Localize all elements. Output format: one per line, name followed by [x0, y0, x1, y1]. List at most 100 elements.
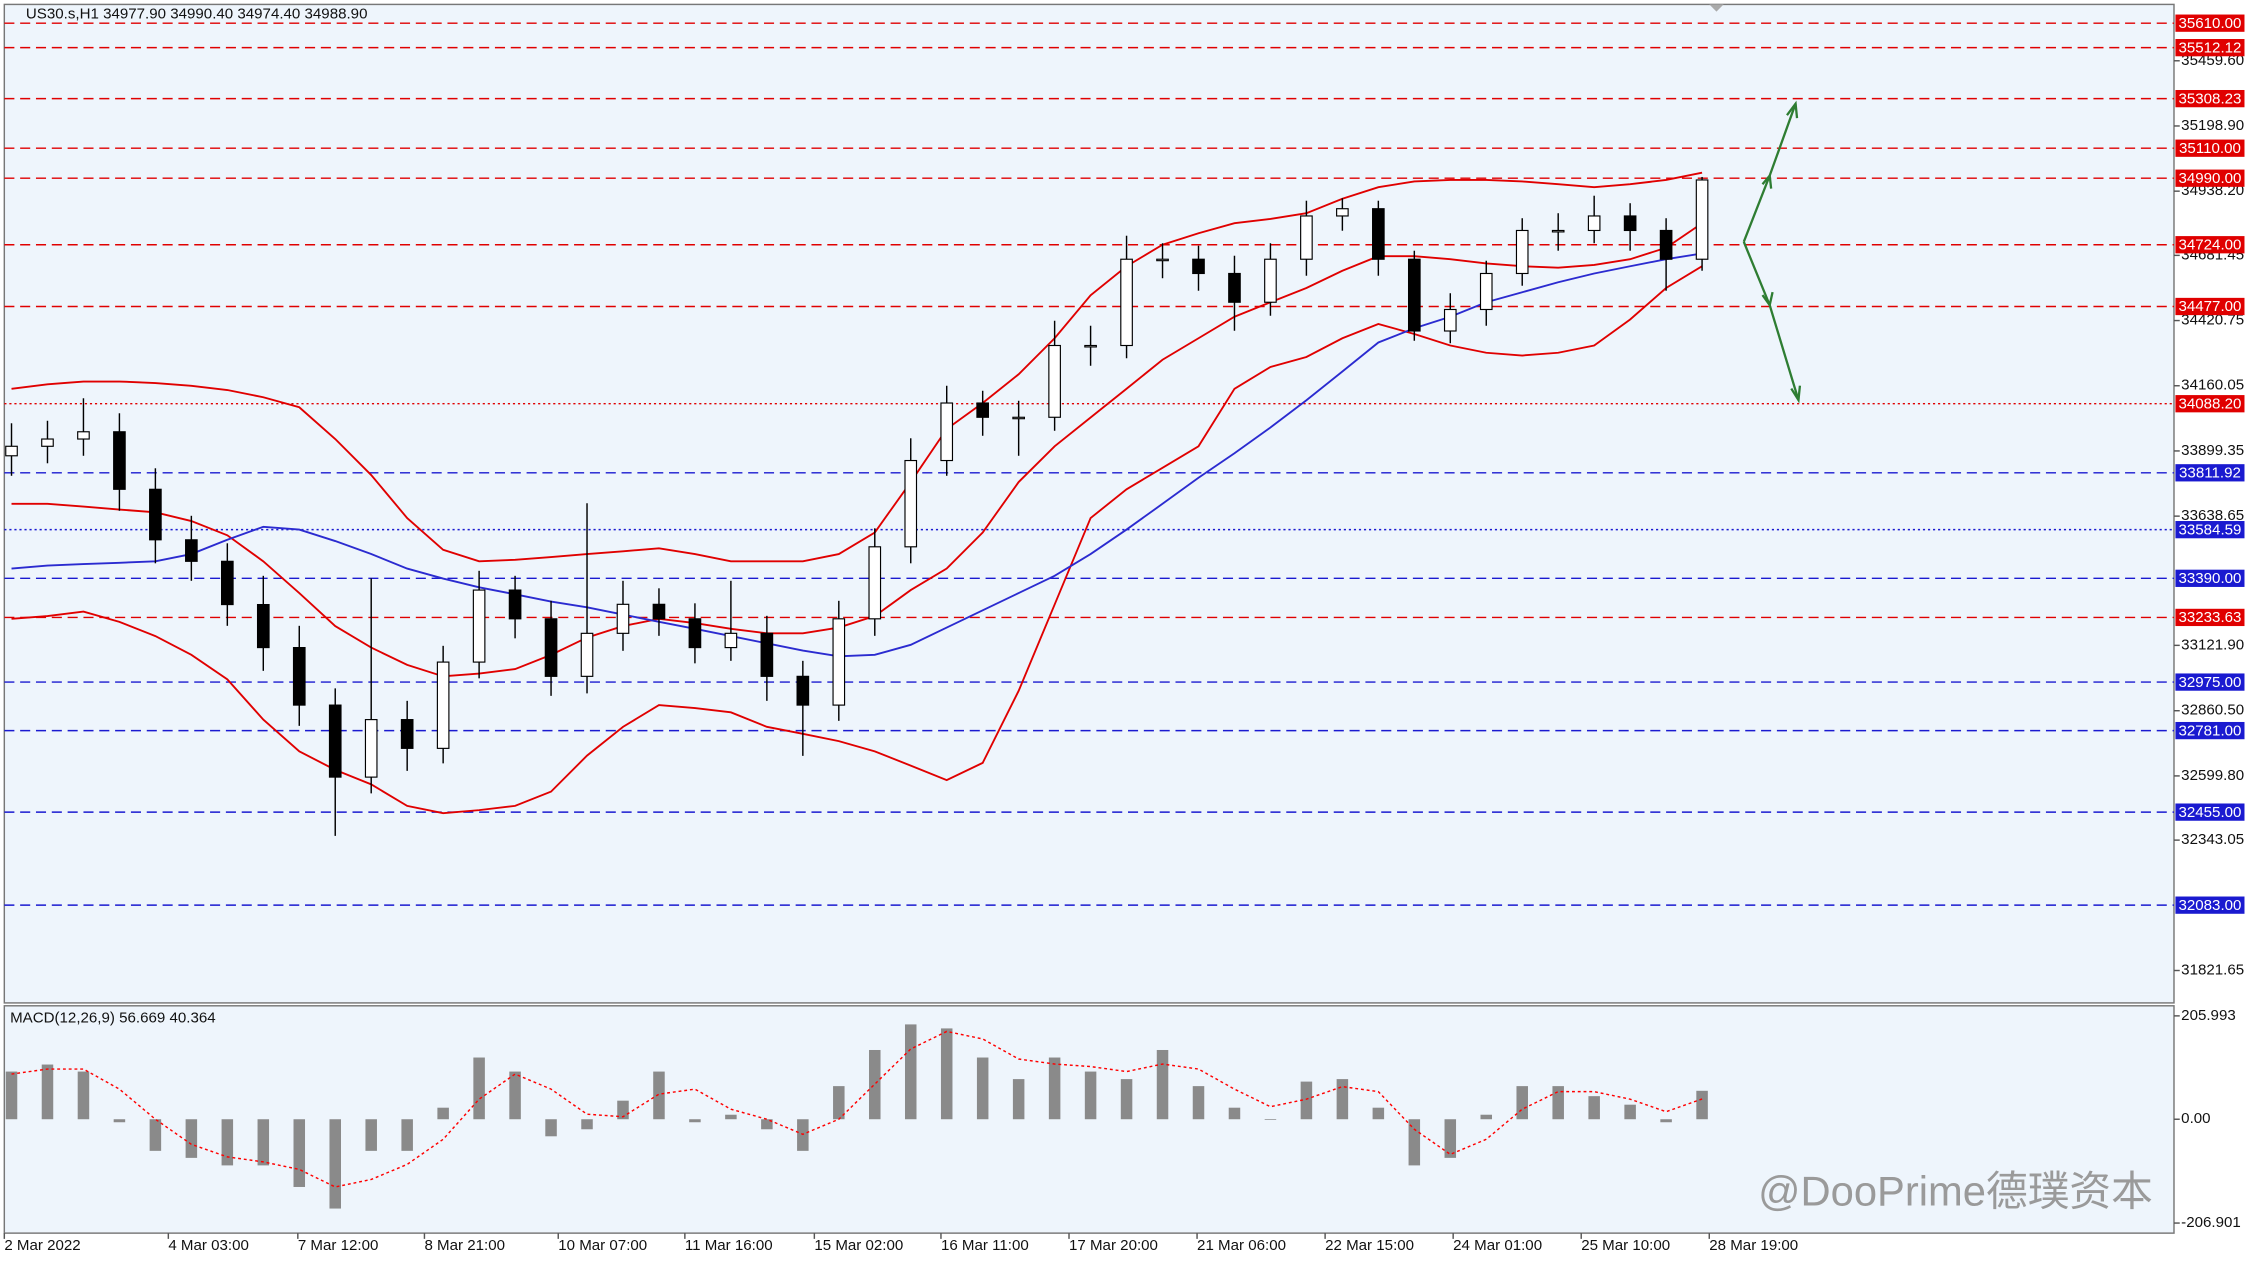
x-tick-label: 25 Mar 10:00: [1581, 1237, 1670, 1254]
y-tick-label: -206.901: [2181, 1214, 2241, 1231]
level-label: 34990.00: [2178, 170, 2241, 187]
macd-bar: [1084, 1071, 1097, 1120]
y-tick-label: 34420.75: [2181, 312, 2244, 329]
level-label-box: [2175, 608, 2245, 627]
y-tick-label: 0.00: [2181, 1110, 2210, 1127]
candle-body: [976, 402, 990, 418]
candle-body: [1443, 308, 1457, 332]
candle-body: [185, 539, 198, 562]
x-tick-label: 28 Mar 19:00: [1709, 1237, 1798, 1254]
candle-body: [580, 632, 594, 677]
level-label-box: [2175, 139, 2245, 157]
level-label: 32083.00: [2178, 897, 2241, 914]
level-label-box: [2175, 236, 2245, 254]
up-arrow-head: [1786, 100, 1799, 119]
x-tick-label: 8 Mar 21:00: [424, 1237, 505, 1254]
macd-bar: [221, 1119, 234, 1166]
level-label: 32455.00: [2178, 804, 2241, 821]
macd-bar: [1192, 1086, 1205, 1120]
macd-bar: [653, 1071, 665, 1120]
watermark: @DooPrime德璞资本: [1758, 1167, 2153, 1214]
candle-body: [940, 402, 954, 462]
candle-body: [113, 431, 126, 490]
macd-bar: [509, 1071, 521, 1120]
x-tick-label: 2 Mar 2022: [4, 1237, 80, 1254]
candle-body: [1336, 208, 1349, 217]
macd-bar: [1444, 1119, 1457, 1158]
macd-bar: [185, 1119, 198, 1158]
series-line: [11, 1030, 1703, 1188]
x-tick-label: 21 Mar 06:00: [1197, 1237, 1286, 1254]
candle-body: [1407, 258, 1421, 332]
level-label-box: [2175, 521, 2245, 539]
macd-bar: [976, 1057, 989, 1120]
candle-body: [400, 719, 414, 749]
level-label: 35110.00: [2179, 140, 2241, 157]
macd-bar: [1480, 1114, 1493, 1120]
candle-body: [1659, 229, 1673, 260]
level-label: 33584.59: [2178, 521, 2241, 538]
macd-bar: [940, 1028, 953, 1120]
down-arrow-head: [1790, 385, 1802, 404]
y-tick-label: 32860.50: [2181, 702, 2244, 719]
macd-bar: [1012, 1079, 1025, 1120]
level-label: 35610.00: [2178, 15, 2241, 32]
candle-body: [1695, 179, 1709, 260]
candle-body: [364, 719, 378, 778]
candle-body: [1084, 344, 1097, 348]
macd-bar: [437, 1107, 449, 1120]
level-label-box: [2175, 673, 2245, 691]
macd-bar: [869, 1049, 881, 1120]
candle-body: [868, 546, 882, 620]
macd-bar: [1120, 1079, 1133, 1120]
level-label: 34088.20: [2178, 395, 2241, 412]
macd-bar: [1264, 1119, 1277, 1120]
x-tick-label: 16 Mar 11:00: [941, 1237, 1029, 1254]
level-label-box: [2175, 14, 2245, 32]
macd-bar: [149, 1119, 162, 1151]
candle-body: [1156, 258, 1169, 262]
macd-bar: [113, 1119, 126, 1123]
candle-body: [508, 589, 522, 620]
candle-body: [220, 560, 234, 606]
macd-bar: [473, 1057, 485, 1120]
x-tick-label: 10 Mar 07:00: [558, 1237, 647, 1254]
macd-bar: [1228, 1107, 1241, 1120]
macd-bar: [77, 1071, 90, 1120]
level-label: 34477.00: [2178, 298, 2241, 315]
candle-body: [760, 632, 774, 677]
y-tick-label: 33638.65: [2181, 507, 2244, 524]
x-tick-label: 7 Mar 12:00: [298, 1237, 379, 1254]
candle-body: [5, 445, 18, 457]
macd-bar: [1516, 1086, 1528, 1120]
level-label-box: [2175, 297, 2245, 316]
macd-bar: [293, 1119, 306, 1187]
candle-body: [1192, 258, 1205, 275]
candle-body: [472, 589, 486, 663]
macd-bar: [1696, 1090, 1708, 1120]
candle-body: [41, 438, 54, 447]
candle-body: [1048, 344, 1061, 418]
level-label: 35308.23: [2178, 90, 2241, 107]
y-tick-label: 32343.05: [2181, 831, 2244, 848]
macd-bar: [329, 1119, 341, 1209]
y-tick-label: 33121.90: [2181, 636, 2244, 653]
level-label-box: [2175, 896, 2245, 914]
level-label-box: [2175, 721, 2245, 740]
macd-bar: [1624, 1104, 1636, 1120]
candle-body: [1264, 258, 1277, 303]
y-tick-label: 34160.05: [2181, 377, 2244, 394]
level-label-box: [2175, 803, 2245, 821]
y-tick-label: 205.993: [2181, 1007, 2236, 1024]
candle-body: [1228, 272, 1241, 303]
candle-body: [1479, 272, 1493, 311]
x-tick-label: 17 Mar 20:00: [1069, 1237, 1158, 1254]
x-tick-label: 15 Mar 02:00: [814, 1237, 903, 1254]
up-arrow-mid: [1761, 172, 1773, 189]
macd-bar: [1048, 1057, 1061, 1120]
macd-bar: [833, 1086, 845, 1120]
level-label-box: [2175, 569, 2245, 587]
candle-body: [544, 618, 558, 677]
candle-body: [1551, 229, 1565, 233]
candle-body: [436, 661, 450, 749]
